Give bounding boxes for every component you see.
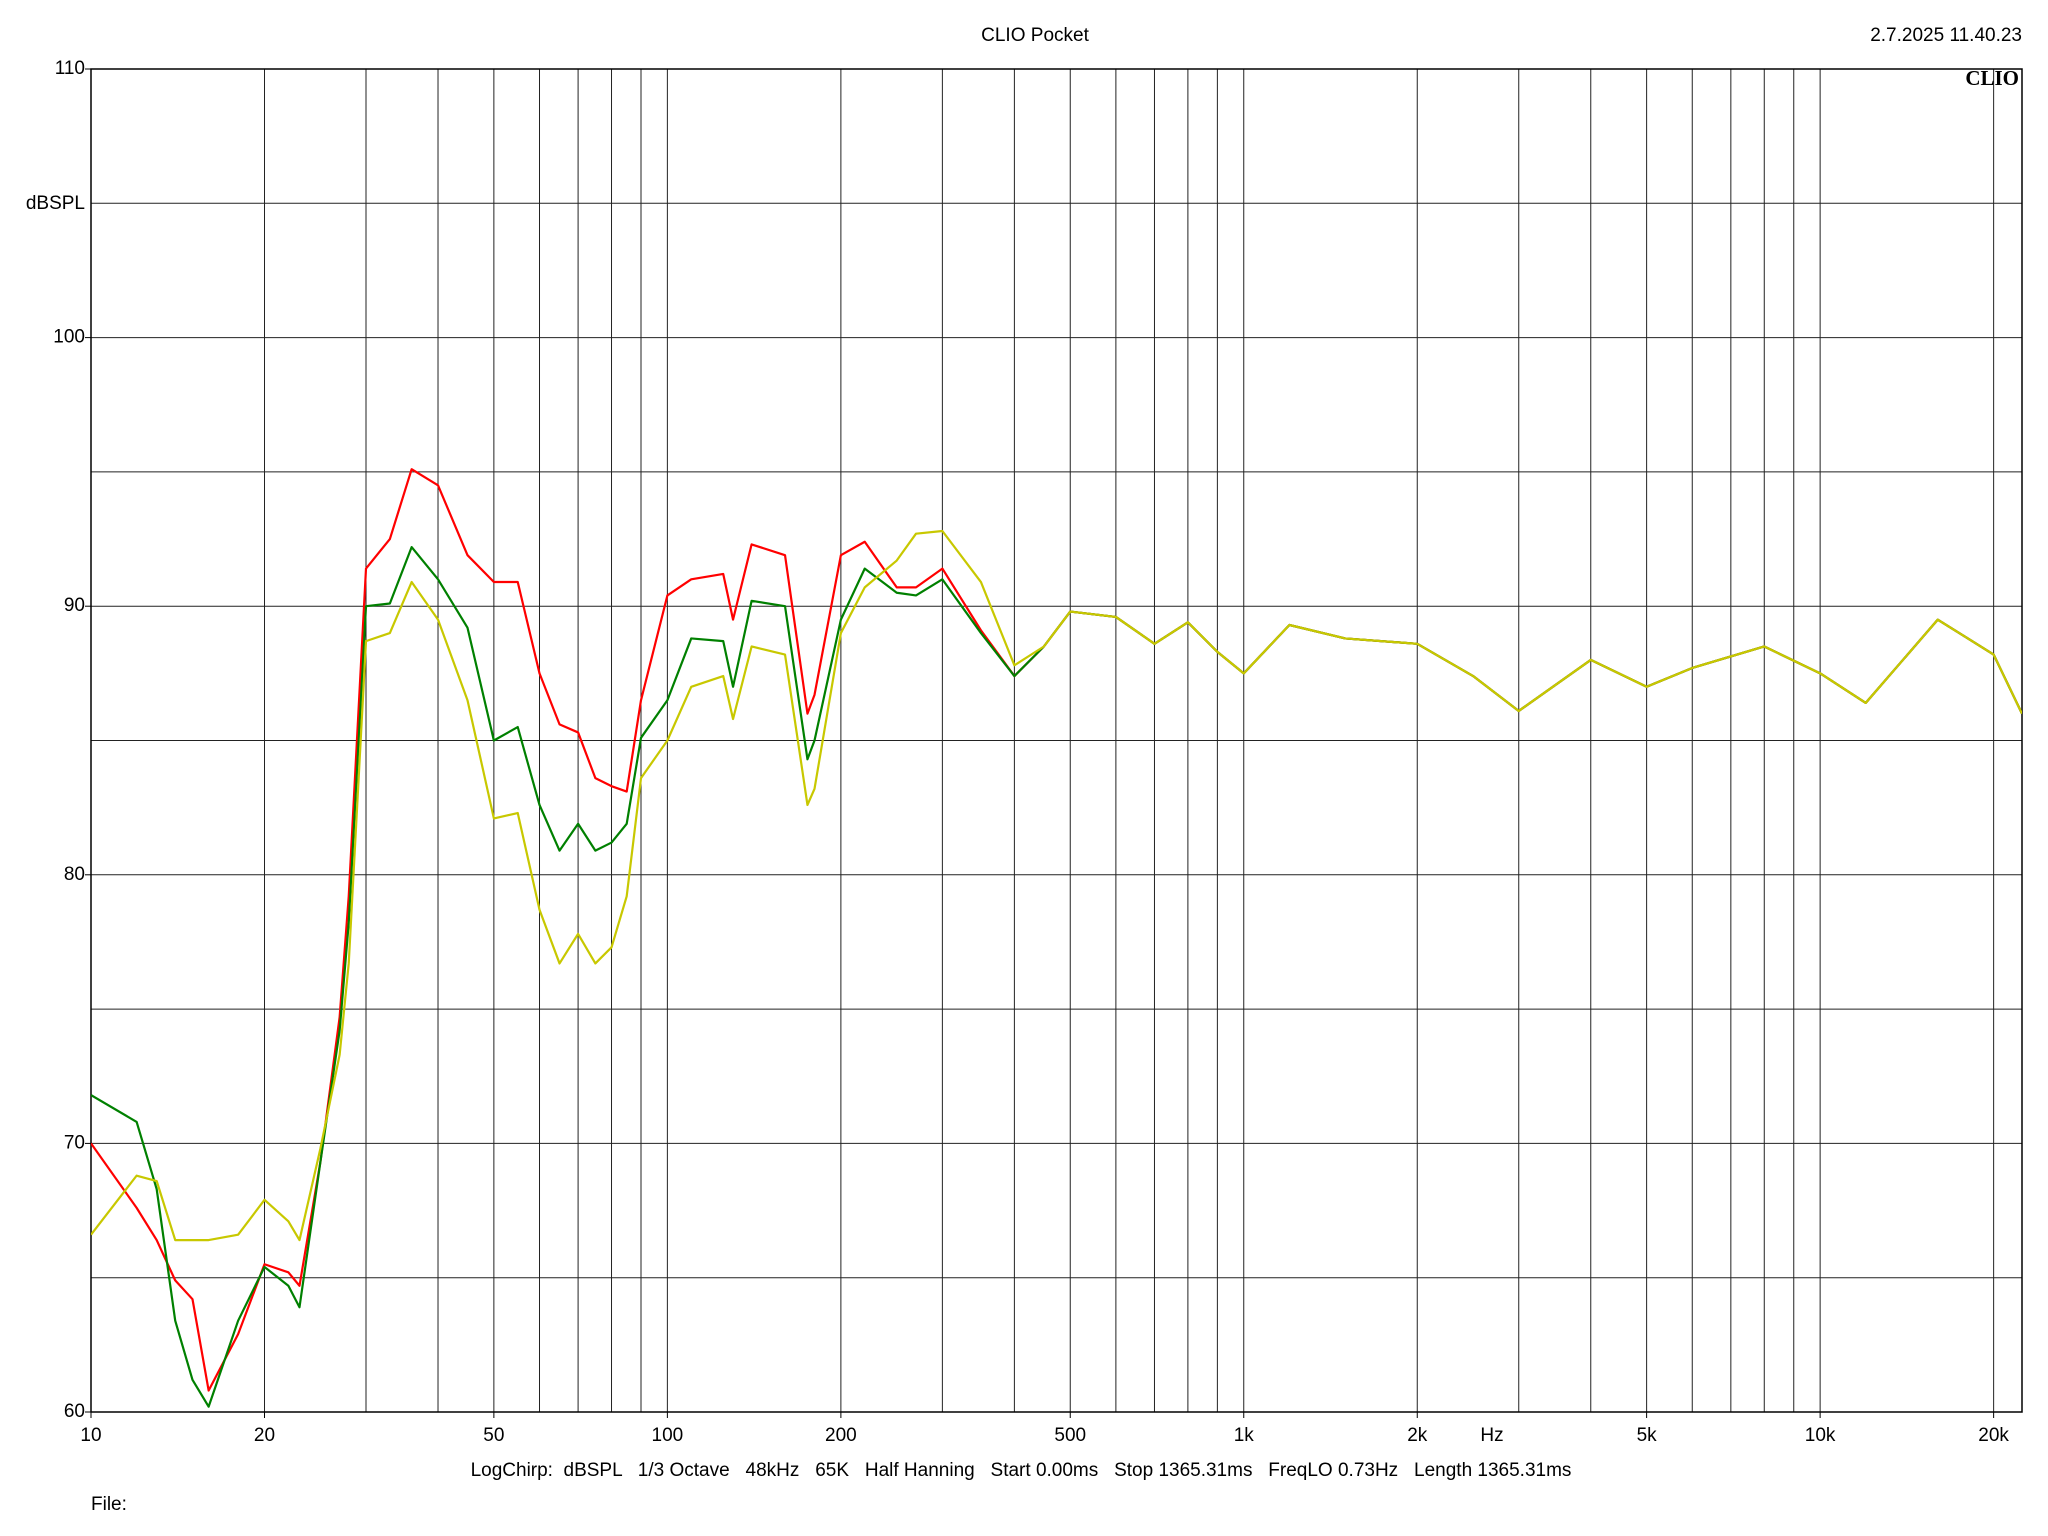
x-tick-label: 50 <box>483 1425 504 1446</box>
y-tick-label: 100 <box>53 327 85 348</box>
y-axis-label: dBSPL <box>26 193 85 214</box>
footer: LogChirp: dBSPL 1/3 Octave 48kHz 65K Hal… <box>471 1460 1572 1481</box>
x-tick-label: 500 <box>1054 1425 1086 1446</box>
x-axis-label: Hz <box>1480 1425 1503 1446</box>
file-label: File: <box>91 1494 127 1515</box>
x-tick-label: 2k <box>1407 1425 1428 1446</box>
y-tick-label: 90 <box>64 595 85 616</box>
x-tick-label: 10k <box>1805 1425 1836 1446</box>
chart-title: CLIO Pocket <box>981 25 1089 46</box>
x-tick-label: 20 <box>254 1425 275 1446</box>
series-line <box>91 529 2022 1242</box>
x-tick-label: 10 <box>80 1425 101 1446</box>
x-tick-label: 200 <box>825 1425 857 1446</box>
x-tick-label: 20k <box>1978 1425 2009 1446</box>
plot-frame <box>90 68 2023 1413</box>
y-tick-label: 110 <box>55 58 85 79</box>
x-tick-label: 100 <box>652 1425 684 1446</box>
x-tick-label: 5k <box>1637 1425 1658 1446</box>
x-tick-label: 1k <box>1234 1425 1255 1446</box>
y-tick-label: 80 <box>64 864 85 885</box>
timestamp: 2.7.2025 11.40.23 <box>1870 25 2022 46</box>
logo: CLIO <box>1965 66 2019 90</box>
y-tick-label: 70 <box>64 1132 85 1153</box>
y-tick-label: 60 <box>64 1401 85 1422</box>
